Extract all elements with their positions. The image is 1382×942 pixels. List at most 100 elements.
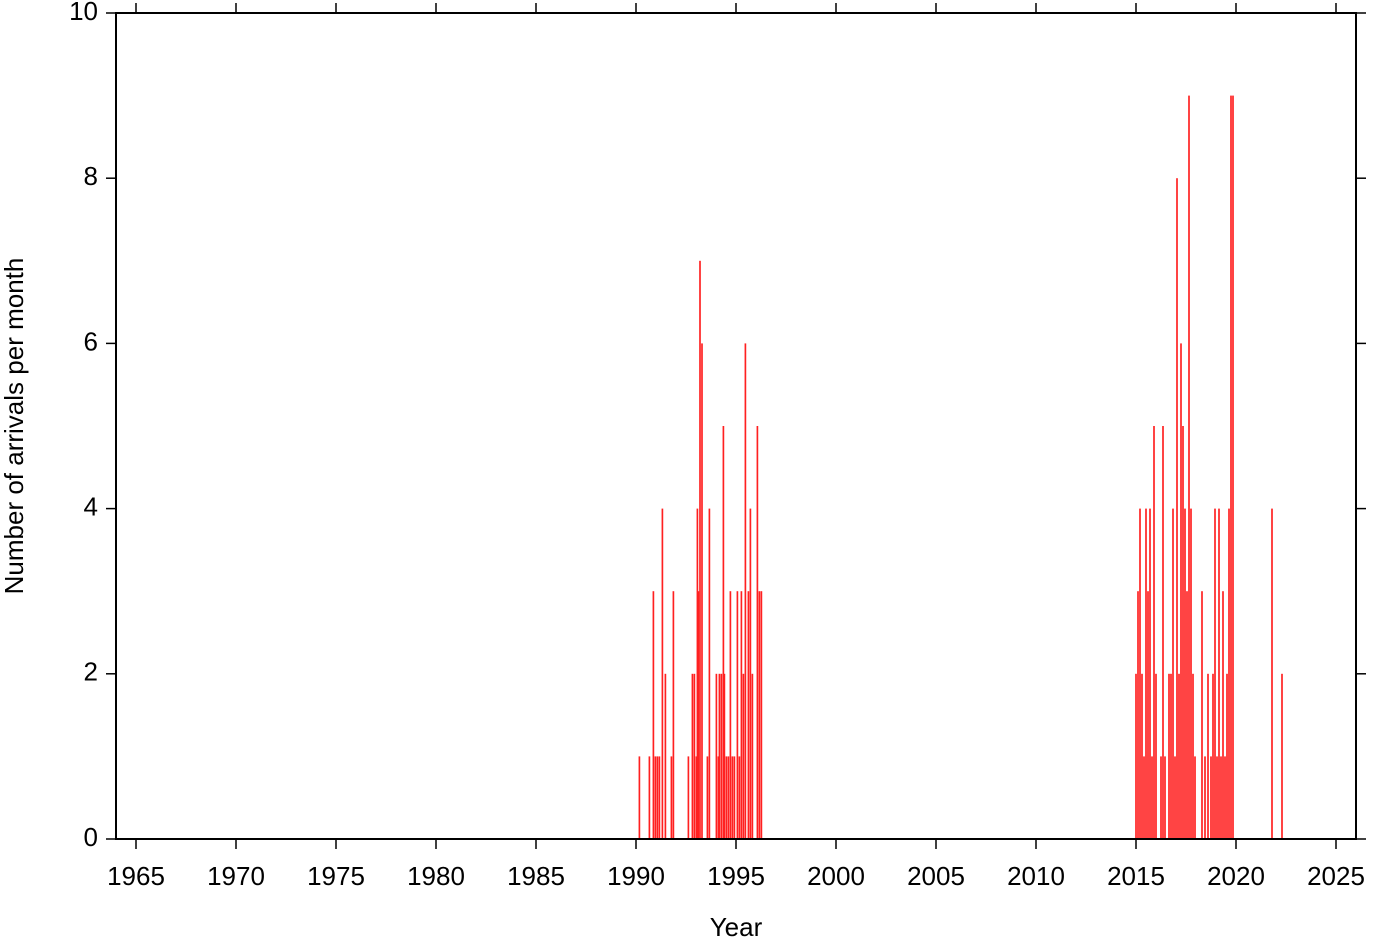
- bar: [731, 756, 734, 839]
- bar: [1141, 673, 1143, 839]
- bar: [1155, 673, 1157, 839]
- bar: [658, 756, 661, 839]
- bar: [1139, 508, 1141, 839]
- bar: [1216, 756, 1218, 839]
- x-tick-label: 1975: [307, 861, 365, 891]
- x-tick-label: 1990: [607, 861, 665, 891]
- bar: [758, 591, 761, 839]
- bar: [1180, 343, 1182, 839]
- bar: [1220, 756, 1222, 839]
- y-tick-label: 4: [84, 491, 98, 521]
- bar: [1281, 673, 1283, 839]
- bar: [693, 673, 696, 839]
- x-tick-label: 2000: [807, 861, 865, 891]
- bar: [654, 756, 657, 839]
- bar: [672, 591, 675, 839]
- bar: [697, 591, 700, 839]
- y-axis-title: Number of arrivals per month: [0, 258, 29, 595]
- bar: [699, 260, 701, 839]
- x-tick-label: 2005: [907, 861, 965, 891]
- bar: [756, 426, 759, 839]
- bar: [1147, 591, 1149, 839]
- bar: [1212, 673, 1214, 839]
- bar: [695, 756, 698, 839]
- bar: [1228, 508, 1230, 839]
- x-tick-label: 1980: [407, 861, 465, 891]
- y-tick-label: 8: [84, 161, 98, 191]
- bar: [725, 756, 728, 839]
- bar: [760, 591, 763, 839]
- bar: [1170, 673, 1172, 839]
- bar: [736, 591, 739, 839]
- bar: [738, 756, 741, 839]
- x-tick-label: 2025: [1307, 861, 1365, 891]
- bar: [723, 673, 726, 839]
- plot-frame: [115, 12, 1357, 840]
- bar: [656, 756, 659, 839]
- bar: [1172, 508, 1174, 839]
- bar: [701, 343, 703, 839]
- y-tick-label: 2: [84, 657, 98, 687]
- bar: [717, 756, 720, 839]
- bar: [1207, 673, 1209, 839]
- bar: [664, 673, 667, 839]
- bar: [1214, 508, 1216, 839]
- bar: [638, 756, 641, 839]
- x-tick-label: 2010: [1007, 861, 1065, 891]
- y-tick-label: 10: [69, 0, 98, 26]
- bar: [1192, 673, 1194, 839]
- bar: [687, 756, 690, 839]
- bar: [1188, 95, 1190, 840]
- x-tick-label: 1985: [507, 861, 565, 891]
- bar: [648, 756, 651, 839]
- x-axis-title: Year: [710, 912, 763, 942]
- bar: [718, 673, 721, 839]
- bar: [1184, 508, 1186, 839]
- bar: [1230, 95, 1232, 840]
- bar: [1164, 756, 1166, 839]
- x-tick-label: 1970: [207, 861, 265, 891]
- bar: [740, 591, 743, 839]
- bar: [742, 673, 745, 839]
- bar: [715, 673, 718, 839]
- bar: [729, 591, 732, 839]
- bar: [1178, 673, 1180, 839]
- bar: [706, 756, 709, 839]
- bar: [1137, 591, 1139, 839]
- bar: [1224, 756, 1226, 839]
- bar: [733, 756, 736, 839]
- bar: [1222, 591, 1224, 839]
- bar: [1151, 756, 1153, 839]
- bar: [1153, 426, 1155, 839]
- bar: [1174, 756, 1176, 839]
- bar: [1143, 756, 1145, 839]
- bar: [652, 591, 655, 839]
- bar: [1204, 756, 1206, 839]
- y-tick-label: 0: [84, 822, 98, 852]
- bar: [1135, 673, 1137, 839]
- bar: [1194, 756, 1196, 839]
- bar: [1226, 673, 1228, 839]
- bar: [722, 426, 725, 839]
- bar: [691, 673, 694, 839]
- x-tick-label: 2020: [1207, 861, 1265, 891]
- bar: [1271, 508, 1273, 839]
- bar: [1176, 178, 1178, 839]
- bar: [1160, 756, 1162, 839]
- x-tick-label: 2015: [1107, 861, 1165, 891]
- bar: [1145, 508, 1147, 839]
- x-tick-label: 1965: [107, 861, 165, 891]
- bar: [1186, 591, 1188, 839]
- bar: [708, 508, 711, 839]
- bar: [1210, 756, 1212, 839]
- bar: [747, 591, 750, 839]
- bar: [720, 673, 723, 839]
- bar: [1232, 95, 1234, 840]
- bar: [1182, 426, 1184, 839]
- bar: [751, 673, 754, 839]
- bar: [727, 756, 730, 839]
- bar: [1168, 673, 1170, 839]
- bar: [749, 508, 752, 839]
- bar: [1218, 508, 1220, 839]
